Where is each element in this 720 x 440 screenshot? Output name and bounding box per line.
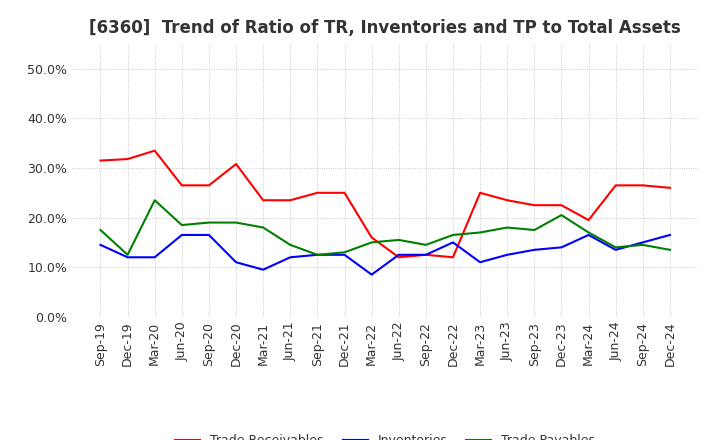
Trade Payables xyxy=(449,232,457,238)
Trade Payables xyxy=(611,245,620,250)
Inventories xyxy=(611,247,620,253)
Inventories xyxy=(421,252,430,257)
Trade Receivables xyxy=(503,198,511,203)
Trade Receivables xyxy=(584,217,593,223)
Trade Payables xyxy=(232,220,240,225)
Inventories xyxy=(557,245,566,250)
Inventories xyxy=(639,240,647,245)
Trade Receivables xyxy=(367,235,376,240)
Trade Payables xyxy=(123,252,132,257)
Trade Payables xyxy=(178,222,186,227)
Trade Receivables xyxy=(150,148,159,153)
Trade Receivables xyxy=(204,183,213,188)
Inventories xyxy=(204,232,213,238)
Trade Payables xyxy=(665,247,674,253)
Trade Receivables xyxy=(639,183,647,188)
Trade Payables xyxy=(557,213,566,218)
Line: Inventories: Inventories xyxy=(101,235,670,275)
Trade Payables xyxy=(341,249,349,255)
Inventories xyxy=(150,255,159,260)
Trade Receivables xyxy=(557,202,566,208)
Legend: Trade Receivables, Inventories, Trade Payables: Trade Receivables, Inventories, Trade Pa… xyxy=(170,429,600,440)
Line: Trade Receivables: Trade Receivables xyxy=(101,150,670,257)
Trade Receivables xyxy=(232,161,240,167)
Title: [6360]  Trend of Ratio of TR, Inventories and TP to Total Assets: [6360] Trend of Ratio of TR, Inventories… xyxy=(89,19,681,37)
Inventories xyxy=(341,252,349,257)
Trade Payables xyxy=(584,230,593,235)
Inventories xyxy=(530,247,539,253)
Inventories xyxy=(96,242,105,248)
Trade Receivables xyxy=(341,190,349,195)
Trade Receivables xyxy=(449,255,457,260)
Trade Payables xyxy=(259,225,268,230)
Inventories xyxy=(259,267,268,272)
Inventories xyxy=(178,232,186,238)
Trade Payables xyxy=(476,230,485,235)
Trade Payables xyxy=(96,227,105,233)
Inventories xyxy=(665,232,674,238)
Trade Payables xyxy=(367,240,376,245)
Inventories xyxy=(503,252,511,257)
Inventories xyxy=(584,232,593,238)
Inventories xyxy=(232,260,240,265)
Trade Receivables xyxy=(123,157,132,162)
Trade Payables xyxy=(639,242,647,248)
Trade Receivables xyxy=(313,190,322,195)
Trade Receivables xyxy=(665,185,674,191)
Inventories xyxy=(449,240,457,245)
Trade Receivables xyxy=(476,190,485,195)
Trade Receivables xyxy=(96,158,105,163)
Trade Payables xyxy=(530,227,539,233)
Inventories xyxy=(367,272,376,277)
Trade Receivables xyxy=(178,183,186,188)
Trade Payables xyxy=(503,225,511,230)
Inventories xyxy=(286,255,294,260)
Inventories xyxy=(395,252,403,257)
Trade Receivables xyxy=(286,198,294,203)
Line: Trade Payables: Trade Payables xyxy=(101,200,670,255)
Trade Receivables xyxy=(530,202,539,208)
Inventories xyxy=(476,260,485,265)
Trade Payables xyxy=(395,237,403,242)
Trade Payables xyxy=(286,242,294,248)
Inventories xyxy=(123,255,132,260)
Trade Receivables xyxy=(611,183,620,188)
Trade Payables xyxy=(313,252,322,257)
Trade Payables xyxy=(421,242,430,248)
Trade Receivables xyxy=(259,198,268,203)
Trade Receivables xyxy=(421,252,430,257)
Trade Payables xyxy=(150,198,159,203)
Trade Payables xyxy=(204,220,213,225)
Trade Receivables xyxy=(395,255,403,260)
Inventories xyxy=(313,252,322,257)
